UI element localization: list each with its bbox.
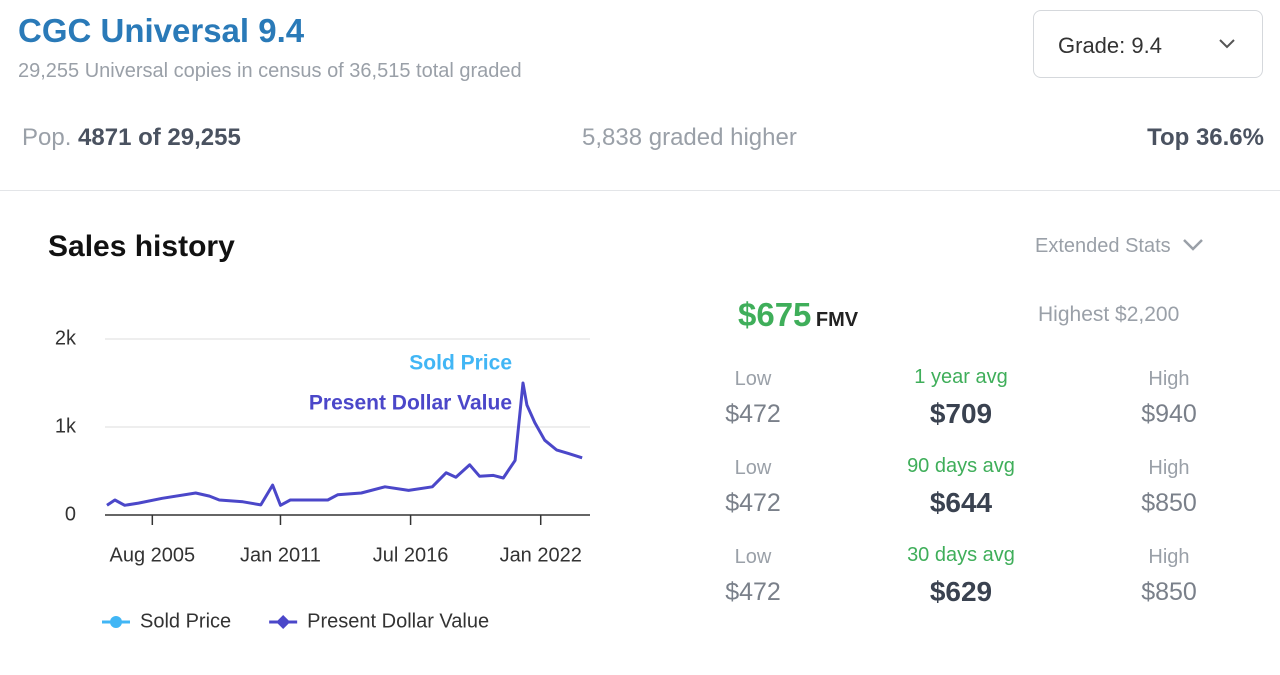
legend-marker [110, 616, 122, 628]
x-tick-label: Jul 2016 [373, 544, 449, 566]
avg-label: 30 days avg [907, 544, 1015, 566]
high-value: $850 [1141, 489, 1197, 517]
low-label: Low [734, 457, 772, 479]
pop-label: Pop. [22, 124, 72, 151]
high-label: High [1148, 368, 1190, 390]
highest: Highest $2,200 [1038, 303, 1180, 326]
title: CGC Universal 9.4 [18, 12, 305, 49]
chart: 0 1k 2k Aug 2005 Jan 2011 Jul 2016 Jan 2022 Sol… [55, 327, 590, 632]
high-value: $850 [1141, 578, 1197, 606]
grade-select[interactable]: Grade: 9.4 [1033, 10, 1263, 78]
x-tick-label: Jan 2011 [240, 544, 321, 566]
x-tick-label: Aug 2005 [109, 544, 195, 566]
chevron [1183, 239, 1204, 251]
legend-marker [276, 615, 291, 629]
low-value: $472 [725, 578, 781, 606]
avg-label: 90 days avg [907, 455, 1015, 477]
avg-value: $629 [929, 576, 993, 607]
high-label: High [1148, 457, 1190, 479]
line-series [106, 381, 583, 507]
avg-value: $709 [929, 398, 993, 429]
top-percent: Top 36.6% [1147, 124, 1264, 151]
low-label: Low [734, 546, 772, 568]
x-tick-label: Jan 2022 [500, 544, 582, 566]
low-value: $472 [725, 400, 781, 428]
low-value: $472 [725, 489, 781, 517]
legend-label: Present Dollar Value [307, 610, 489, 632]
grade-select-label: Grade: 9.4 [1058, 33, 1162, 58]
graded-higher: 5,838 graded higher [582, 124, 797, 151]
legend-label: Sold Price [140, 610, 231, 632]
subtitle: 29,255 Universal copies in census of 36,… [18, 60, 522, 82]
series-annotation: Sold Price [409, 352, 512, 375]
high-value: $940 [1141, 400, 1197, 428]
y-tick-label: 1k [55, 415, 77, 437]
low-label: Low [734, 368, 772, 390]
extended-stats-label: Extended Stats [1035, 235, 1171, 257]
pop-value: 4871 of 29,255 [78, 124, 241, 151]
y-tick-label: 2k [55, 327, 77, 349]
pop: Pop. 4871 of 29,255 [22, 124, 241, 152]
y-tick-label: 0 [65, 503, 76, 525]
fmv-label: FMV [815, 309, 859, 331]
avg-value: $644 [929, 487, 993, 518]
avg-label: 1 year avg [914, 366, 1008, 388]
divider [0, 190, 1280, 191]
fmv: $675 FMV [738, 296, 858, 334]
section-title: Sales history [48, 230, 235, 263]
high-label: High [1148, 546, 1190, 568]
extended-stats[interactable]: Extended Stats [1035, 235, 1204, 258]
series-annotation: Present Dollar Value [309, 392, 512, 415]
chevron [1219, 39, 1235, 49]
fmv-value: $675 [738, 296, 812, 333]
